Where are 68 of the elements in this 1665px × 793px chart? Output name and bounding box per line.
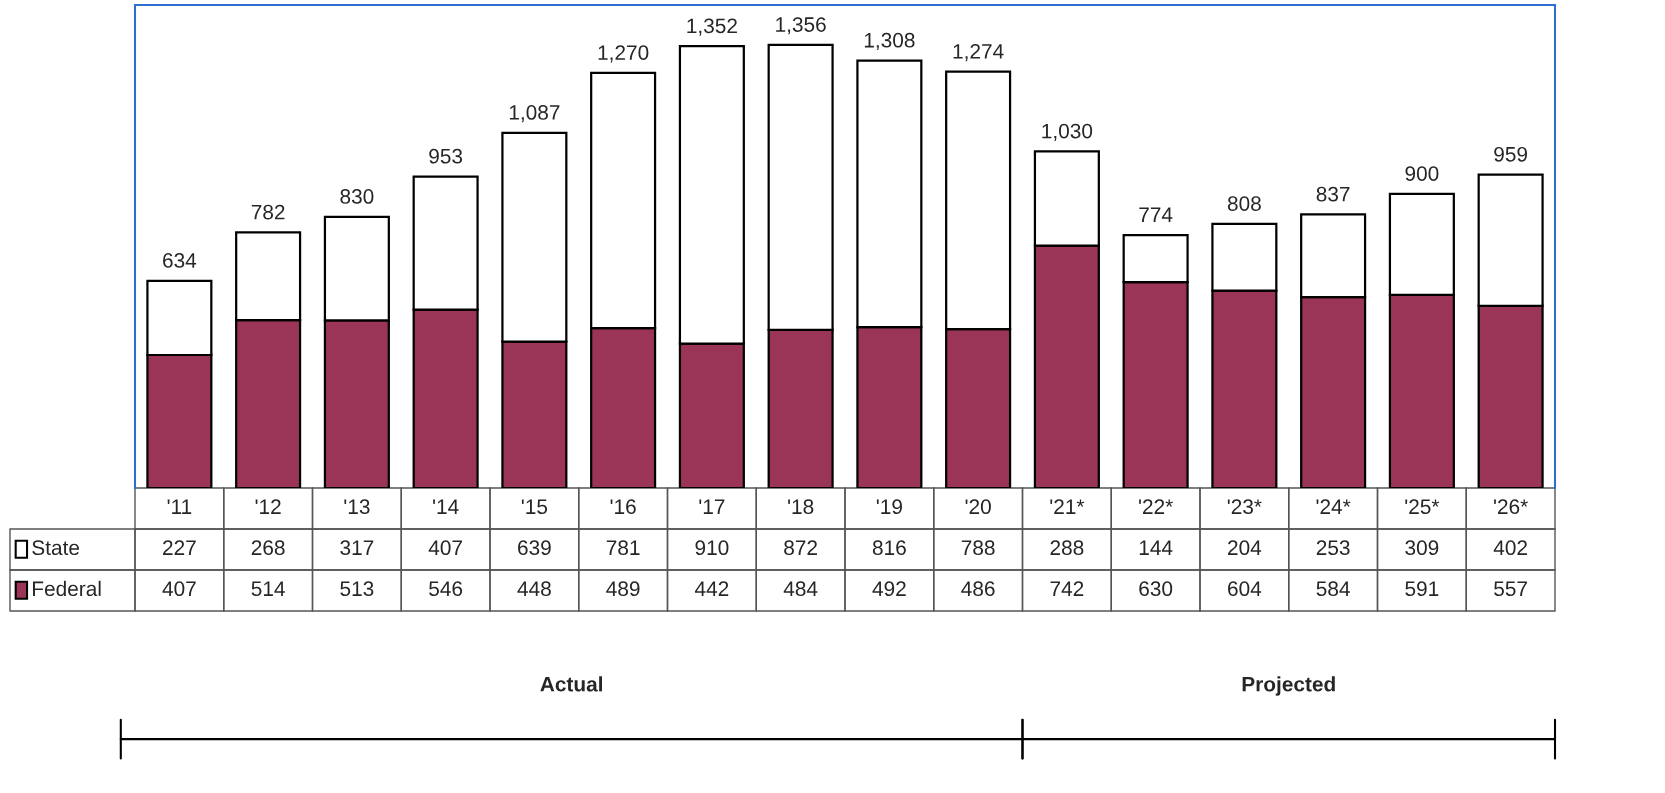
x-tick-label: '21* [1050,499,1085,514]
data-label: 407 [162,581,196,597]
x-tick-label: '22* [1139,499,1173,514]
data-label: 584 [1316,581,1350,597]
data-label: 781 [606,540,640,556]
x-tick-label: '13 [344,499,370,515]
total-label: 782 [251,204,285,220]
x-tick-label: '15 [521,499,548,515]
data-label: 288 [1050,540,1084,556]
data-label: 816 [872,540,906,556]
data-label: 448 [517,581,551,597]
data-label: 484 [783,581,818,597]
x-tick-label: '26* [1494,499,1528,515]
data-label: 872 [784,540,817,556]
data-label: 546 [429,581,463,597]
data-label: 204 [1228,540,1262,556]
data-label: 486 [961,581,995,597]
x-tick-label: '19 [876,499,902,515]
total-label: 900 [1405,166,1439,181]
data-label: 513 [340,581,374,597]
data-label: 910 [695,540,729,556]
total-label: 1,270 [598,45,649,63]
x-tick-label: '24* [1316,499,1351,514]
x-tick-label: '18 [788,499,814,515]
data-label: 268 [251,540,285,556]
data-label: 144 [1139,540,1173,555]
data-label: 604 [1228,581,1262,597]
total-label: 774 [1139,207,1173,222]
data-label: 317 [340,540,374,556]
data-label: 407 [428,540,462,556]
legend-label: State [32,540,80,556]
text: Projected [1242,676,1335,696]
total-label: 1,352 [687,18,737,36]
total-label: 837 [1316,186,1350,202]
data-label: 591 [1405,581,1439,597]
x-tick-label: '11 [167,499,192,514]
total-label: 1,308 [864,32,915,51]
data-label: 492 [872,581,906,597]
total-label: 1,030 [1042,123,1093,141]
data-label: 442 [694,581,729,596]
data-label: 514 [251,581,285,597]
legend-label: Federal [33,580,101,597]
data-label: 639 [518,540,551,556]
total-label: 808 [1227,196,1261,211]
data-label: 402 [1493,540,1527,556]
total-label: 1,274 [953,43,1004,62]
data-label: 309 [1405,540,1439,556]
total-label: 1,087 [509,105,560,123]
x-tick-label: '23* [1227,499,1262,515]
x-tick-label: '16 [610,499,636,515]
total-label: 959 [1494,146,1528,162]
x-tick-label: '14 [433,499,459,514]
data-label: 788 [961,540,995,556]
total-label: 830 [340,189,374,204]
x-tick-label: '17 [699,499,725,514]
total-label: 1,356 [776,17,826,35]
total-label: 634 [163,253,197,268]
data-label: 630 [1139,581,1173,597]
data-label: 227 [163,540,196,555]
x-tick-label: '20 [965,499,991,515]
text: Actual [540,676,603,692]
x-tick-label: '25* [1405,499,1440,515]
total-label: 953 [429,148,463,164]
x-tick-label: '12 [255,499,281,514]
data-label: 489 [606,581,640,597]
data-label: 742 [1050,581,1084,596]
data-label: 253 [1316,540,1350,556]
data-label: 557 [1494,581,1527,597]
